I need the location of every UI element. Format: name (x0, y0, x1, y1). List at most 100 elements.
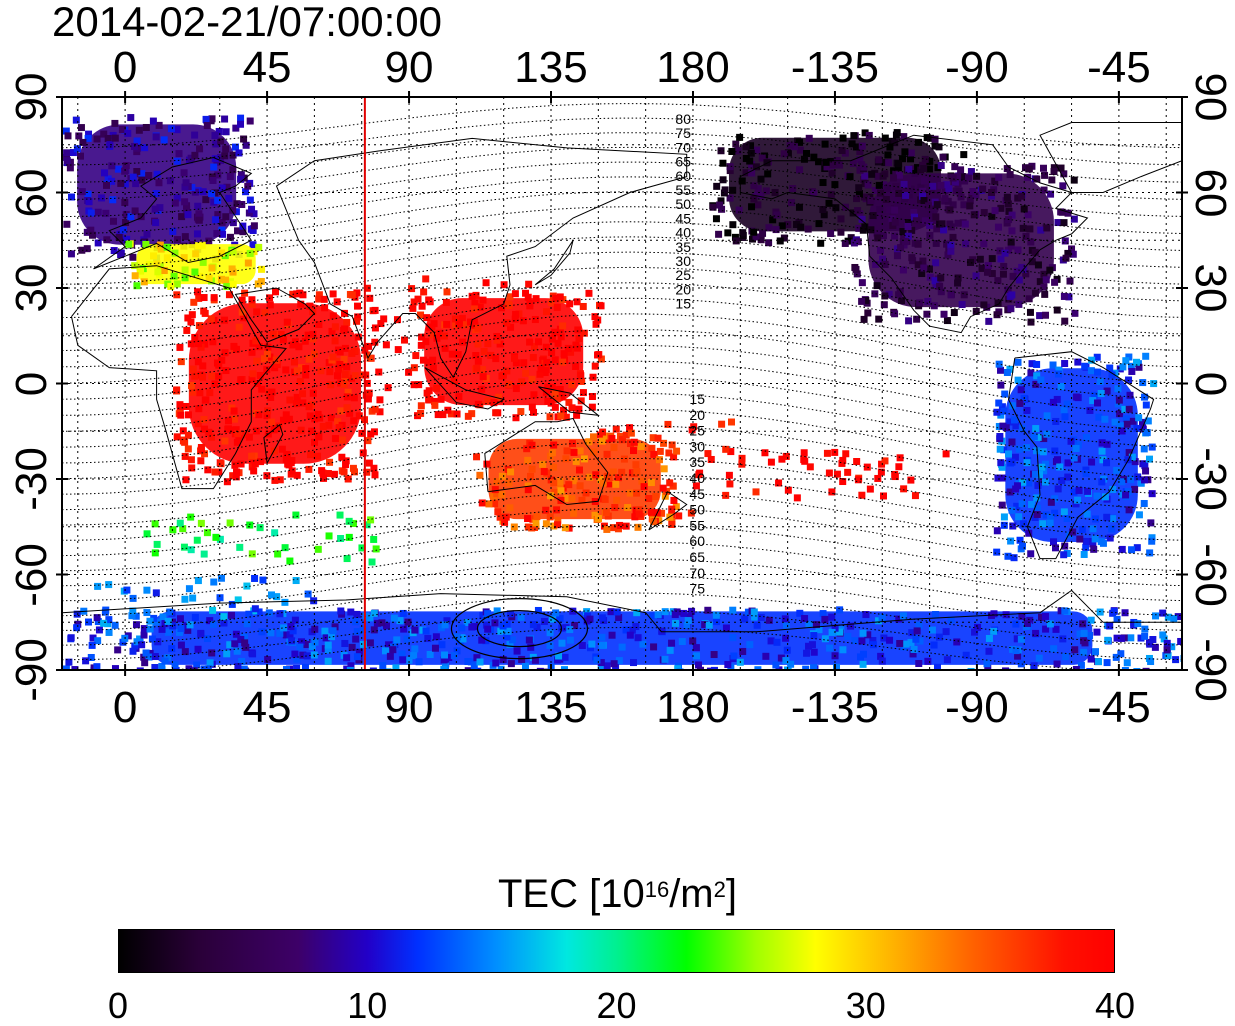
tec-cell (191, 372, 199, 380)
tec-cell (94, 208, 102, 216)
tec-cell (722, 445, 730, 453)
tec-cell (874, 172, 882, 180)
tec-cell (548, 383, 556, 391)
tec-cell (177, 625, 185, 633)
tec-cell (900, 485, 908, 493)
tec-cell (678, 638, 686, 646)
tec-cell (568, 404, 576, 412)
tec-cell (1032, 470, 1040, 478)
tec-cell (724, 229, 732, 237)
tec-cell (899, 612, 907, 620)
tec-cell (65, 658, 73, 666)
tec-cell (337, 607, 345, 615)
tec-cell (473, 654, 481, 662)
tec-cell (920, 197, 928, 205)
tec-cell (347, 608, 355, 616)
tec-cell (1121, 609, 1129, 617)
tec-cell (853, 195, 861, 203)
tec-cell (267, 629, 275, 637)
tec-cell (1013, 502, 1021, 510)
tec-cell (933, 201, 941, 209)
tec-cell (263, 366, 271, 374)
tec-cell (94, 582, 102, 590)
tec-cell (142, 123, 150, 131)
tec-cell (726, 167, 734, 175)
tec-cell (1057, 164, 1065, 172)
tec-cell (425, 358, 433, 366)
tec-cell (819, 179, 827, 187)
tec-cell (1051, 278, 1059, 286)
tec-cell (907, 639, 915, 647)
tec-cell (790, 143, 798, 151)
tec-cell (1084, 487, 1092, 495)
tec-cell (371, 324, 379, 332)
tec-cell (925, 202, 933, 210)
tec-cell (590, 433, 598, 441)
tec-cell (426, 651, 434, 659)
tec-cell (871, 290, 879, 298)
tec-cell (542, 343, 550, 351)
tec-cell (1064, 209, 1072, 217)
tec-cell (1177, 637, 1182, 645)
tec-cell (612, 480, 620, 488)
tec-cell (194, 288, 202, 296)
tec-cell (201, 425, 209, 433)
tec-cell (601, 495, 609, 503)
tec-cell (899, 266, 907, 274)
tec-cell (1067, 437, 1075, 445)
tec-cell (1054, 370, 1062, 378)
tec-cell (724, 661, 732, 669)
contour-label: 55 (675, 182, 691, 198)
contour-label: 35 (689, 454, 705, 470)
tec-cell (418, 333, 426, 341)
tec-cell (560, 666, 568, 670)
tec-cell (627, 429, 635, 437)
tec-cell (194, 202, 202, 210)
tec-cell (997, 204, 1005, 212)
tec-cell (966, 197, 974, 205)
tec-cell (188, 464, 196, 472)
tec-cell (1070, 176, 1078, 184)
tec-cell (819, 206, 827, 214)
tec-cell (67, 250, 75, 258)
tec-cell (1092, 648, 1100, 656)
tec-cell (170, 272, 178, 280)
tec-cell (329, 627, 337, 635)
tec-cell (583, 608, 591, 616)
tec-cell (292, 511, 300, 519)
tec-cell (250, 210, 258, 218)
tec-cell (133, 168, 141, 176)
tec-cell (554, 516, 562, 524)
tec-cell (757, 192, 765, 200)
tec-cell (230, 426, 238, 434)
tec-cell (246, 196, 254, 204)
tec-cell (280, 624, 288, 632)
x-tick-label: 135 (514, 43, 588, 92)
tec-cell (517, 408, 525, 416)
tec-cell (565, 398, 573, 406)
tec-cell (1142, 667, 1150, 670)
tec-cell (1060, 292, 1068, 300)
tec-cell (129, 253, 137, 261)
tec-cell (837, 228, 845, 236)
tec-cell (1024, 211, 1032, 219)
y-tick-label: -30 (7, 447, 56, 511)
tec-cell (831, 624, 839, 632)
tec-cell (327, 414, 335, 422)
tec-cell (1079, 620, 1087, 628)
tec-cell (201, 450, 209, 458)
tec-cell (173, 291, 181, 299)
tec-cell (540, 617, 548, 625)
tec-cell (485, 500, 493, 508)
tec-cell (503, 319, 511, 327)
tec-cell (656, 447, 664, 455)
tec-cell (696, 666, 704, 670)
tec-cell (1139, 379, 1147, 387)
tec-cell (786, 141, 794, 149)
tec-cell (186, 621, 194, 629)
tec-cell (415, 658, 423, 666)
tec-cell (841, 239, 849, 247)
tec-cell (551, 488, 559, 496)
tec-cell (372, 545, 380, 553)
tec-cell (492, 355, 500, 363)
